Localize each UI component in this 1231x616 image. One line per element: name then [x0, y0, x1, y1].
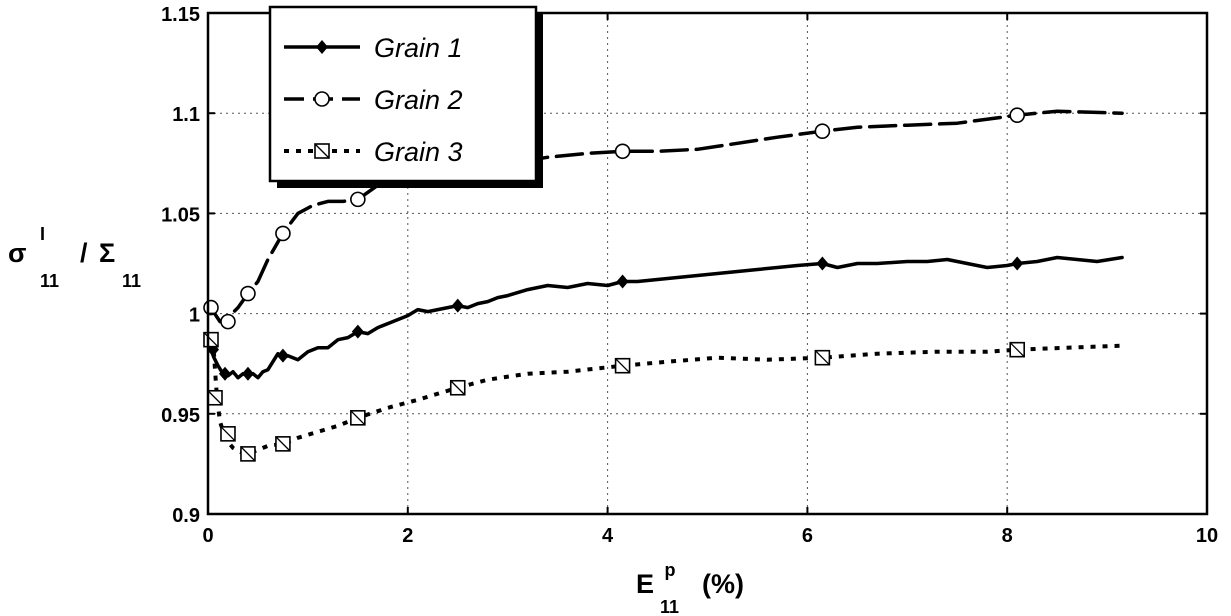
- legend: Grain 1 Grain 2 Grain 3: [268, 5, 543, 188]
- data-point-marker: [451, 298, 464, 313]
- data-point-marker: [816, 256, 829, 271]
- data-point-marker: [275, 436, 291, 452]
- x-tick-label: 8: [1002, 525, 1013, 547]
- legend-label: Grain 3: [374, 137, 463, 167]
- data-point-marker: [614, 357, 631, 374]
- data-point-marker: [1009, 341, 1025, 358]
- x-tick-label: 6: [802, 525, 813, 547]
- data-point-marker: [207, 389, 223, 406]
- data-point-marker: [350, 191, 366, 208]
- grid: [208, 13, 1207, 514]
- x-axis-label-main: E: [636, 569, 654, 599]
- y-axis-label-sup: I: [40, 224, 45, 244]
- x-tick-label: 0: [202, 525, 213, 547]
- y-axis-label: σ I 11 / Σ 11: [8, 216, 141, 293]
- data-point-marker: [241, 366, 254, 381]
- y-tick-label: 1.15: [161, 4, 200, 26]
- x-axis-label-suffix: (%): [702, 569, 744, 599]
- y-axis-label-Sigma: Σ: [99, 238, 115, 268]
- series-1: [206, 255, 1124, 381]
- plot-area: [203, 107, 1124, 462]
- y-tick-label: 1: [189, 305, 200, 327]
- y-tick-label: 0.95: [161, 405, 200, 427]
- axis-ticks: 0 2 4 6 8 10 0.9 0.95 1 1.05 1.1 1.15: [161, 4, 1218, 547]
- data-point-marker: [203, 299, 219, 316]
- data-point-marker: [276, 348, 289, 363]
- data-point-marker: [814, 123, 831, 140]
- legend-marker: [316, 40, 328, 54]
- data-point-marker: [240, 446, 256, 462]
- data-point-marker: [449, 379, 466, 396]
- data-point-marker: [218, 366, 231, 381]
- y-axis-label-sub2: 11: [122, 271, 141, 291]
- legend-label: Grain 1: [374, 33, 463, 63]
- data-point-marker: [275, 225, 291, 242]
- y-tick-label: 0.9: [172, 505, 200, 527]
- data-point-marker: [220, 426, 236, 442]
- data-point-marker: [351, 324, 364, 339]
- y-tick-label: 1.1: [172, 104, 200, 126]
- data-point-marker: [220, 313, 236, 330]
- data-point-marker: [350, 410, 366, 426]
- data-point-marker: [240, 285, 256, 302]
- legend-marker: [314, 143, 330, 159]
- data-point-marker: [1009, 107, 1025, 124]
- data-point-marker: [616, 274, 629, 289]
- x-tick-label: 10: [1196, 525, 1218, 547]
- x-axis-label: E p 11 (%): [636, 552, 744, 616]
- legend-item-3: Grain 3: [284, 137, 463, 167]
- data-point-marker: [814, 349, 831, 366]
- legend-marker: [314, 91, 330, 107]
- legend-label: Grain 2: [374, 85, 463, 115]
- y-axis-label-sub1: 11: [40, 271, 59, 291]
- data-point-marker: [203, 331, 219, 348]
- y-tick-label: 1.05: [161, 204, 200, 226]
- y-axis-label-sigma: σ: [8, 238, 26, 268]
- x-tick-label: 4: [602, 525, 614, 547]
- data-point-marker: [614, 143, 631, 160]
- legend-item-1: Grain 1: [284, 33, 463, 63]
- y-axis-label-slash: /: [80, 238, 88, 268]
- plot-frame: [206, 11, 1209, 516]
- x-axis-label-sub: 11: [660, 597, 679, 616]
- x-axis-label-sup: p: [665, 560, 676, 580]
- series-line: [206, 255, 1124, 380]
- legend-item-2: Grain 2: [284, 85, 463, 115]
- x-tick-label: 2: [402, 525, 413, 547]
- data-point-marker: [1011, 256, 1024, 271]
